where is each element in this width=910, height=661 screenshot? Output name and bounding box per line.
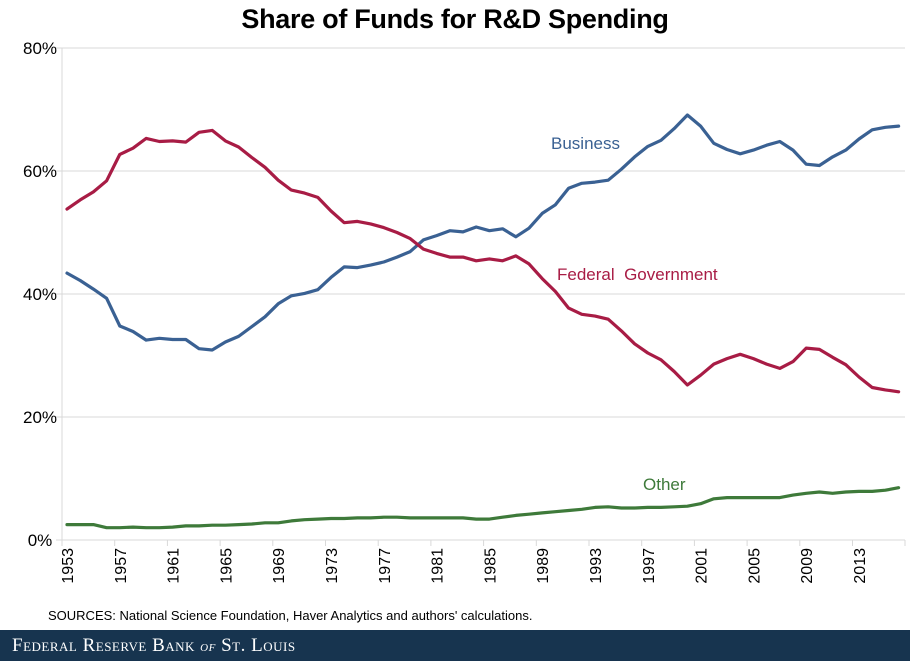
sources-note: SOURCES: National Science Foundation, Ha… (48, 608, 533, 623)
footer-brand: Federal Reserve Bank of St. Louis (12, 635, 296, 657)
label-business: Business (551, 134, 620, 153)
x-tick-label: 1953 (60, 548, 77, 584)
x-axis-ticks: 1953 1957 1961 1965 1969 1973 1977 1981 1985 1989… (60, 548, 869, 584)
x-tick-label: 2009 (799, 548, 816, 584)
x-tick-label: 1957 (113, 548, 130, 584)
series-line-business (65, 113, 901, 352)
y-tick-label: 80% (23, 39, 57, 58)
x-tick-label: 1989 (535, 548, 552, 584)
x-tick-label: 1973 (324, 548, 341, 584)
line-chart: 0%20%40%60%80% 1953 1957 1961 1965 1969 1973 1… (23, 39, 906, 584)
x-tick-label: 1977 (377, 548, 394, 584)
series-line-other (65, 486, 901, 530)
brand-post: St. Louis (215, 635, 296, 656)
x-tick-label: 2005 (746, 548, 763, 584)
x-tick-label: 1961 (166, 548, 183, 584)
series-labels: Business Federal Government Other (551, 134, 718, 494)
gridlines (56, 47, 905, 541)
chart-title: Share of Funds for R&D Spending (241, 4, 669, 34)
label-federal-government: Federal Government (557, 265, 718, 284)
y-tick-label: 20% (23, 408, 57, 427)
x-tick-label: 1997 (641, 548, 658, 584)
y-tick-label: 0% (28, 531, 53, 550)
x-tick-label: 1985 (482, 548, 499, 584)
label-other: Other (643, 475, 686, 494)
y-axis-ticks: 0% 20% 40% 60% 80% (23, 39, 57, 550)
x-tick-label: 1993 (588, 548, 605, 584)
x-tick-label: 2001 (694, 548, 711, 584)
brand-pre: Federal Reserve Bank (12, 635, 201, 656)
series-lines (65, 113, 901, 530)
x-tick-label: 2013 (852, 548, 869, 584)
footer-bar: Federal Reserve Bank of St. Louis (0, 630, 910, 661)
y-tick-label: 60% (23, 162, 57, 181)
series-line-federal-government (65, 128, 901, 394)
x-tick-label: 1981 (430, 548, 447, 584)
y-tick-label: 40% (23, 285, 57, 304)
brand-of: of (200, 639, 216, 655)
x-tick-label: 1965 (218, 548, 235, 584)
x-tick-label: 1969 (271, 548, 288, 584)
axes (61, 48, 906, 546)
